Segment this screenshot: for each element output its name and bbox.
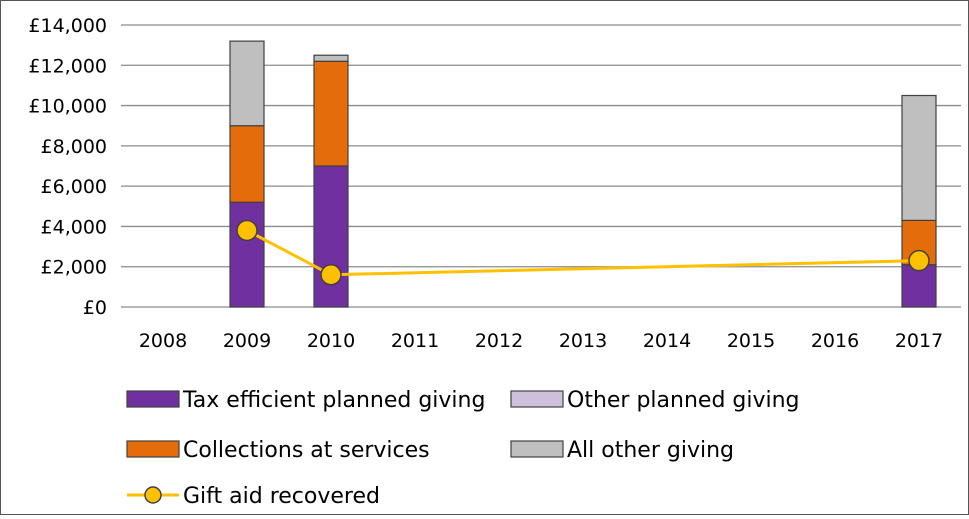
x-tick-label: 2014 — [643, 330, 691, 352]
bar-segment — [229, 201, 265, 308]
bar-segment — [229, 40, 265, 127]
y-axis: £0 £2,000 £4,000 £6,000 £8,000 £10,000 £12,000… — [28, 15, 107, 319]
legend: Tax efficient planned giving Other planne… — [126, 388, 800, 509]
y-tick-label: £2,000 — [41, 257, 107, 279]
legend-swatch — [510, 390, 564, 408]
line-point — [320, 264, 342, 286]
bar-segment — [313, 165, 349, 308]
bar-segment — [901, 94, 937, 221]
y-tick-label: £14,000 — [28, 15, 107, 37]
y-tick-label: £6,000 — [41, 176, 107, 198]
legend-label: Collections at services — [183, 438, 430, 463]
y-tick-label: £4,000 — [41, 216, 107, 238]
x-tick-label: 2017 — [895, 330, 943, 352]
legend-label: Other planned giving — [567, 388, 800, 413]
x-axis: 2008 2009 2010 2011 2012 2013 2014 2015 2016 2017 — [139, 330, 943, 352]
legend-swatch — [126, 390, 180, 408]
x-tick-label: 2013 — [559, 330, 607, 352]
x-tick-label: 2011 — [391, 330, 439, 352]
bar-segment — [229, 125, 265, 203]
legend-swatch-marker — [144, 486, 162, 504]
y-tick-label: £8,000 — [41, 136, 107, 158]
line-point — [908, 249, 930, 272]
x-tick-label: 2015 — [727, 330, 775, 352]
x-tick-label: 2010 — [307, 330, 355, 352]
bar-segment — [313, 54, 349, 62]
line-point — [236, 219, 258, 242]
x-tick-label: 2016 — [811, 330, 859, 352]
line-series — [236, 219, 930, 286]
legend-label: All other giving — [567, 438, 734, 463]
y-tick-label: £0 — [83, 297, 107, 319]
x-tick-label: 2008 — [139, 330, 187, 352]
legend-label: Tax efficient planned giving — [182, 388, 485, 413]
legend-swatch — [510, 440, 564, 458]
legend-swatch — [126, 440, 180, 458]
x-tick-label: 2009 — [223, 330, 271, 352]
bar-segment — [901, 264, 937, 308]
legend-label: Gift aid recovered — [183, 484, 380, 509]
x-tick-label: 2012 — [475, 330, 523, 352]
y-tick-label: £12,000 — [28, 55, 107, 77]
y-tick-label: £10,000 — [28, 96, 107, 118]
bar-segment — [313, 60, 349, 167]
